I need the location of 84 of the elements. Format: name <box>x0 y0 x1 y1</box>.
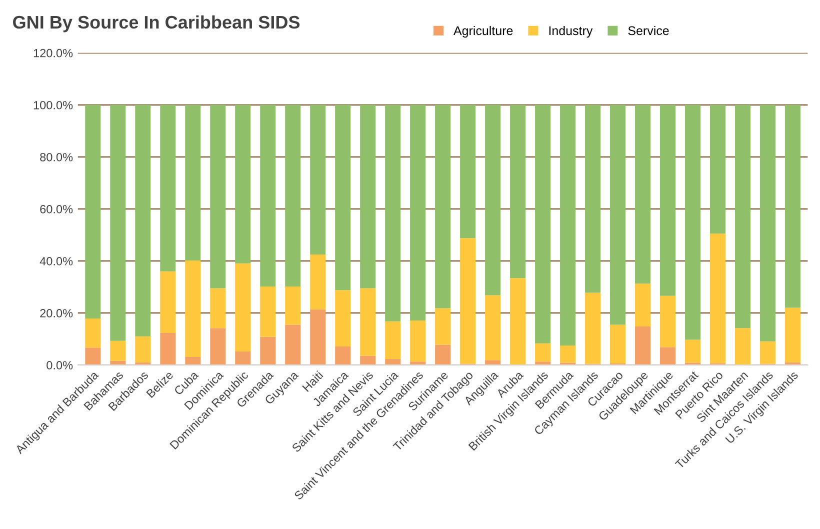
bar <box>410 104 426 321</box>
bar <box>760 341 776 364</box>
bar <box>235 263 251 352</box>
bar <box>510 278 526 366</box>
y-tick-label: 40.0% <box>40 257 73 266</box>
bar <box>310 104 326 254</box>
y-tick-label: 0.0% <box>46 361 73 370</box>
bar <box>734 104 750 328</box>
bar <box>185 356 201 366</box>
bar <box>660 347 676 366</box>
bar <box>660 104 676 296</box>
bar <box>210 104 226 288</box>
bar <box>85 318 101 348</box>
bar <box>660 296 676 348</box>
bar <box>110 340 126 361</box>
bar <box>360 104 376 288</box>
bar <box>285 104 301 286</box>
bar <box>760 104 776 342</box>
bar <box>610 104 626 325</box>
bar <box>160 271 176 334</box>
bar <box>634 326 650 366</box>
y-tick-label: 100.0% <box>34 100 73 110</box>
bar <box>784 308 800 362</box>
bar <box>335 346 351 366</box>
bar <box>285 324 301 366</box>
bar <box>784 104 800 308</box>
y-tick-label: 80.0% <box>40 152 73 162</box>
bar <box>160 333 176 366</box>
bar <box>485 104 501 296</box>
bar <box>210 328 226 366</box>
bar <box>135 336 151 362</box>
bar <box>360 288 376 356</box>
bar <box>85 348 101 366</box>
legend-label: Service <box>628 26 669 36</box>
bar <box>734 328 750 366</box>
bar <box>585 292 601 364</box>
bar <box>335 290 351 347</box>
bar <box>460 238 476 364</box>
bar <box>185 104 201 260</box>
bar <box>710 104 726 234</box>
bar <box>160 104 176 272</box>
bar <box>410 320 426 362</box>
bar <box>135 104 151 336</box>
bar <box>435 104 451 308</box>
bar <box>285 286 301 325</box>
bar <box>235 104 251 264</box>
legend-label: Industry <box>549 26 593 38</box>
bar <box>360 356 376 366</box>
bar <box>335 104 351 290</box>
y-tick-label: 120.0% <box>34 48 73 58</box>
bar <box>435 344 451 366</box>
bar <box>560 346 576 363</box>
y-tick-label: 20.0% <box>40 309 73 318</box>
chart-title: GNI By Source In Caribbean SIDS <box>13 15 300 32</box>
bar <box>385 359 401 366</box>
bar <box>535 104 551 344</box>
bar <box>260 104 276 286</box>
bar <box>585 104 601 293</box>
y-tick-label: 60.0% <box>40 204 73 214</box>
bar <box>435 308 451 345</box>
bar <box>85 104 101 318</box>
bar <box>634 284 650 327</box>
bar <box>310 309 326 366</box>
bar <box>460 104 476 238</box>
bar <box>185 260 201 357</box>
bar <box>110 104 126 341</box>
bar <box>260 336 276 366</box>
bar <box>260 286 276 337</box>
bar <box>510 104 526 278</box>
bar <box>485 295 501 360</box>
bar <box>634 104 650 284</box>
bar <box>610 324 626 364</box>
bar <box>210 288 226 328</box>
bar <box>560 104 576 346</box>
bar <box>710 234 726 364</box>
bar <box>535 343 551 362</box>
bar <box>310 254 326 310</box>
bar <box>485 360 501 366</box>
bar <box>684 340 700 363</box>
bar <box>235 351 251 366</box>
legend-label: Agriculture <box>453 26 513 38</box>
bar <box>684 104 700 340</box>
bar <box>385 104 401 322</box>
bar <box>385 321 401 360</box>
